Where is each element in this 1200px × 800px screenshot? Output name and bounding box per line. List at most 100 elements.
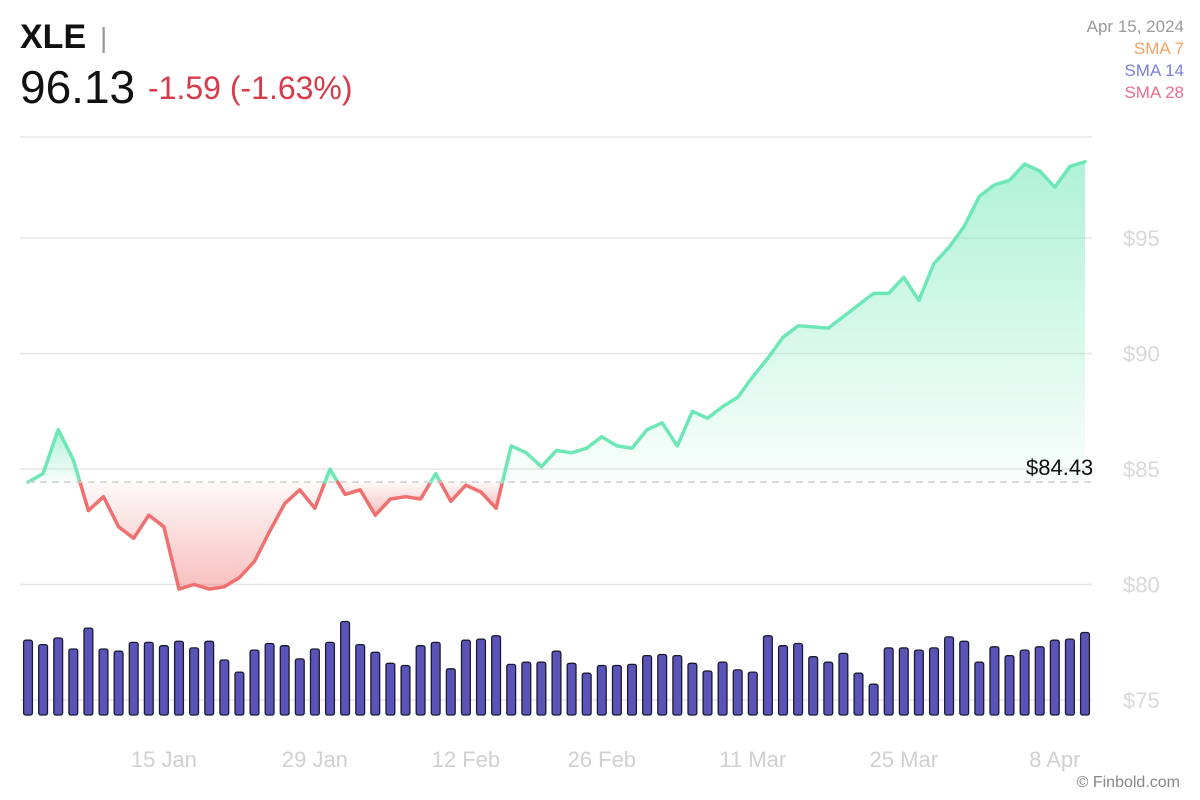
volume-bar bbox=[657, 653, 668, 716]
volume-bar bbox=[234, 671, 245, 716]
y-tick-label: $80 bbox=[1123, 573, 1160, 598]
volume-bar bbox=[596, 664, 607, 716]
volume-bar bbox=[445, 668, 456, 716]
volume-bar bbox=[173, 640, 185, 716]
volume-bar bbox=[189, 647, 200, 716]
volume-bar bbox=[143, 641, 154, 716]
volume-bar bbox=[324, 641, 336, 716]
y-tick-label: $95 bbox=[1123, 226, 1160, 251]
x-tick-label: 15 Jan bbox=[131, 747, 197, 772]
volume-bars bbox=[22, 620, 1091, 716]
volume-bar bbox=[415, 645, 426, 716]
volume-bar bbox=[460, 639, 471, 716]
volume-bar bbox=[1019, 649, 1030, 716]
legend-sma28[interactable]: SMA 28 bbox=[1124, 83, 1184, 102]
price-line-up bbox=[500, 160, 1087, 484]
volume-bar bbox=[626, 663, 638, 716]
legend-sma14[interactable]: SMA 14 bbox=[1124, 61, 1184, 80]
ticker-separator: | bbox=[100, 22, 108, 53]
x-tick-label: 12 Feb bbox=[432, 747, 501, 772]
volume-bar bbox=[762, 635, 773, 716]
legend-sma7[interactable]: SMA 7 bbox=[1133, 39, 1184, 58]
volume-bar bbox=[340, 620, 351, 716]
volume-bar bbox=[913, 649, 924, 716]
volume-bar bbox=[68, 648, 79, 716]
volume-bar bbox=[22, 639, 34, 716]
area-fill-up bbox=[28, 429, 80, 483]
volume-bar bbox=[98, 648, 109, 716]
volume-bar bbox=[1064, 638, 1075, 716]
price-line-down bbox=[336, 480, 433, 517]
volume-bar bbox=[83, 627, 94, 716]
volume-bar bbox=[777, 645, 789, 716]
volume-bar bbox=[551, 650, 562, 716]
price-lines bbox=[26, 160, 1087, 591]
volume-bar bbox=[264, 642, 275, 716]
volume-bar bbox=[294, 658, 305, 716]
volume-bar bbox=[38, 643, 49, 716]
x-tick-label: 26 Feb bbox=[568, 747, 637, 772]
volume-bar bbox=[732, 669, 743, 716]
volume-bar bbox=[989, 646, 1000, 716]
volume-bar bbox=[279, 645, 290, 716]
volume-bar bbox=[1079, 631, 1091, 716]
volume-bar bbox=[1034, 646, 1045, 716]
volume-bar bbox=[430, 641, 441, 716]
volume-bar bbox=[355, 643, 366, 716]
price-line-up bbox=[323, 467, 340, 484]
volume-bar bbox=[853, 672, 864, 716]
area-fill-down bbox=[440, 482, 503, 509]
volume-bar bbox=[521, 661, 532, 716]
volume-bar bbox=[1049, 639, 1060, 716]
area-fills bbox=[28, 161, 1085, 590]
y-tick-label: $90 bbox=[1123, 342, 1160, 367]
volume-bar bbox=[642, 654, 653, 716]
x-tick-label: 11 Mar bbox=[719, 747, 786, 772]
price-line-up bbox=[26, 427, 82, 484]
y-axis-ticks: $75 $80 $85 $90 $95 bbox=[1123, 226, 1160, 713]
volume-bar bbox=[491, 635, 502, 716]
volume-bar bbox=[370, 651, 381, 716]
volume-bar bbox=[113, 650, 124, 716]
volume-bar bbox=[1004, 654, 1015, 716]
volume-bar bbox=[944, 636, 955, 716]
volume-bar bbox=[793, 642, 804, 716]
reference-price-label: $84.43 bbox=[1026, 455, 1093, 480]
ticker-symbol: XLE bbox=[20, 18, 87, 56]
reference-line-group: $84.43 bbox=[28, 455, 1093, 483]
volume-bar bbox=[611, 664, 622, 716]
area-fill-up bbox=[502, 161, 1085, 483]
volume-bar bbox=[309, 648, 320, 716]
volume-bar bbox=[868, 683, 879, 716]
volume-bar bbox=[974, 661, 985, 716]
price-line-down bbox=[78, 480, 327, 591]
price-line-down bbox=[438, 480, 505, 511]
volume-bar bbox=[475, 638, 487, 716]
volume-bar bbox=[883, 647, 894, 716]
volume-bar bbox=[128, 641, 139, 716]
volume-bar bbox=[385, 662, 396, 716]
y-tick-label: $85 bbox=[1123, 457, 1160, 482]
volume-bar bbox=[823, 661, 834, 716]
volume-bar bbox=[249, 649, 260, 716]
volume-bar bbox=[747, 671, 758, 716]
legend-date: Apr 15, 2024 bbox=[1086, 17, 1184, 36]
chart-legend: Apr 15, 2024 SMA 7 SMA 14 SMA 28 bbox=[1087, 16, 1184, 104]
volume-bar bbox=[204, 640, 215, 716]
volume-bar bbox=[898, 647, 909, 716]
price-line-up bbox=[428, 471, 443, 484]
volume-bar bbox=[536, 661, 547, 716]
volume-bar bbox=[717, 661, 728, 716]
volume-bar bbox=[928, 647, 940, 716]
volume-bar bbox=[838, 652, 849, 716]
volume-bar bbox=[158, 645, 169, 716]
volume-bar bbox=[53, 637, 64, 716]
volume-bar bbox=[959, 640, 970, 716]
volume-bar bbox=[219, 659, 230, 716]
volume-bar bbox=[687, 662, 698, 716]
current-price: 96.13 bbox=[20, 61, 136, 113]
volume-bar bbox=[808, 656, 819, 716]
volume-bar bbox=[702, 670, 713, 716]
y-tick-label: $75 bbox=[1123, 688, 1160, 713]
